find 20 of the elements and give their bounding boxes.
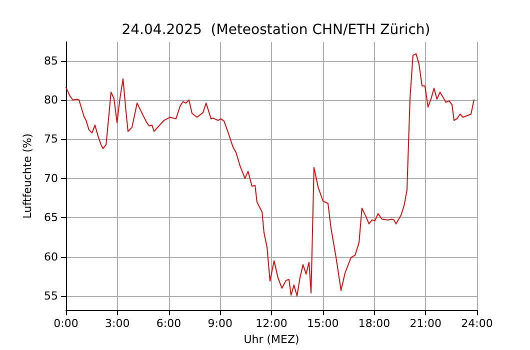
chart-title: 24.04.2025 (Meteostation CHN/ETH Zürich): [122, 22, 430, 38]
line-series: [66, 53, 474, 296]
x-axis-title: Uhr (MEZ): [244, 333, 300, 346]
y-tick-label: 70: [44, 172, 58, 185]
x-tick-label: 12:00: [256, 317, 288, 330]
x-tick-label: 15:00: [307, 317, 339, 330]
x-tick-label: 6:00: [156, 317, 182, 330]
x-tick-label: 18:00: [358, 317, 390, 330]
x-tick-label: 21:00: [410, 317, 442, 330]
x-tick-label: 24:00: [461, 317, 493, 330]
x-tick-label: 0:00: [54, 317, 78, 330]
x-tick-label: 3:00: [105, 317, 130, 330]
y-tick-label: 75: [44, 132, 58, 146]
y-tick-label: 65: [44, 211, 58, 224]
x-tick-label: 9:00: [208, 317, 232, 330]
y-axis-title: Luftfeuchte (%): [21, 133, 34, 219]
y-tick-label: 60: [44, 250, 58, 264]
y-tick-label: 80: [44, 94, 58, 107]
y-tick-label: 55: [44, 289, 58, 302]
y-tick-label: 85: [44, 54, 58, 68]
